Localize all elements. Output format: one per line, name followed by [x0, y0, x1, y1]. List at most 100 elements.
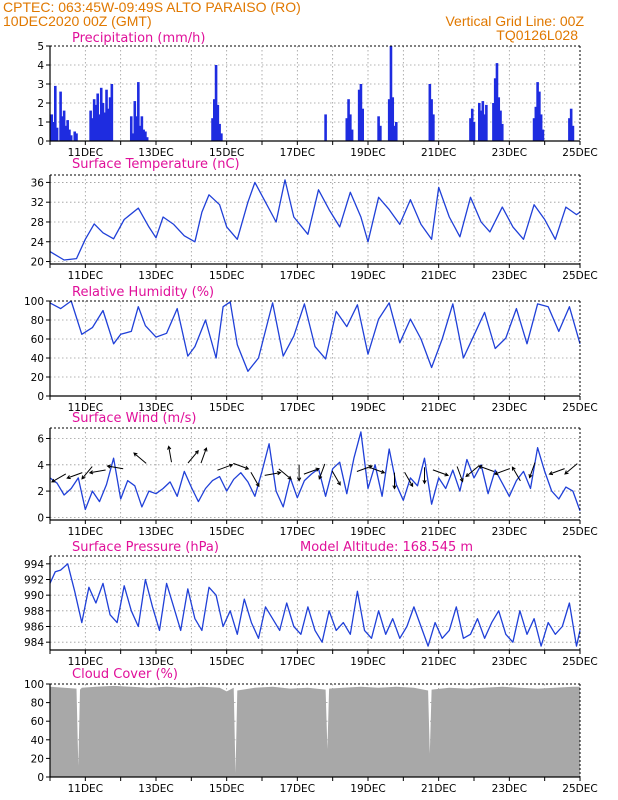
precip-bar	[391, 97, 395, 141]
precip-bar	[220, 133, 223, 141]
wind-arrow	[88, 469, 106, 475]
y-tick-label: 20	[31, 372, 44, 384]
precip-bar	[472, 122, 476, 141]
panel-4: 984 986 988 990 992 994 11DEC 13DEC 15DEC 17DEC 19…	[24, 540, 598, 668]
x-tick-label: 15DEC	[209, 270, 244, 282]
x-tick-label: 13DEC	[138, 526, 173, 538]
header-location: CPTEC: 063:45W-09:49S ALTO PARAISO (RO)	[3, 0, 301, 15]
precip-bar	[137, 82, 140, 141]
wind-arrow	[200, 447, 208, 464]
precip-bar	[379, 125, 382, 141]
y-tick-label: 24	[31, 237, 45, 249]
precip-bar	[75, 133, 78, 141]
y-tick-label: 60	[31, 716, 44, 728]
y-tick-label: 100	[24, 296, 44, 308]
series-line	[49, 563, 581, 647]
wind-arrow	[106, 464, 124, 470]
precip-bar	[92, 99, 96, 141]
y-tick-label: 990	[24, 590, 44, 602]
precip-bar	[133, 101, 137, 141]
wind-arrow	[465, 465, 479, 478]
panel-title: Cloud Cover (%)	[72, 667, 178, 682]
wind-arrow	[66, 472, 83, 480]
y-tick-label: 0	[37, 512, 44, 524]
x-tick-label: 15DEC	[209, 402, 244, 414]
wind-arrow	[318, 463, 326, 480]
y-tick-label: 986	[24, 622, 44, 634]
precip-bar	[91, 118, 94, 141]
precip-bar	[144, 131, 147, 141]
header-run-id: TQ0126L028	[496, 27, 578, 43]
precip-bar	[430, 99, 433, 141]
x-tick-label: 15DEC	[209, 526, 244, 538]
precip-bar	[497, 97, 501, 141]
wind-arrow	[331, 470, 341, 486]
x-tick-label: 25DEC	[562, 147, 597, 159]
precip-bar	[129, 116, 133, 141]
x-tick-label: 21DEC	[421, 147, 456, 159]
precip-bar	[387, 99, 391, 141]
wind-arrow	[564, 463, 578, 475]
precip-bar	[103, 112, 107, 141]
precip-bar	[138, 125, 142, 141]
y-tick-label: 40	[31, 735, 44, 747]
wind-arrow	[264, 471, 282, 476]
x-tick-label: 23DEC	[492, 270, 527, 282]
precip-bar	[96, 93, 99, 141]
precip-bar	[500, 123, 504, 141]
x-tick-label: 25DEC	[562, 270, 597, 282]
x-tick-label: 21DEC	[421, 783, 456, 795]
precip-bar	[345, 118, 349, 141]
precip-bar	[98, 114, 101, 141]
y-tick-label: 988	[24, 606, 44, 618]
precip-bar	[499, 110, 502, 141]
y-tick-label: 32	[31, 197, 44, 209]
y-tick-label: 1	[37, 117, 44, 129]
y-tick-label: 36	[31, 177, 45, 189]
precip-bar	[73, 131, 77, 141]
x-tick-label: 11DEC	[68, 656, 103, 668]
y-tick-label: 80	[31, 698, 44, 710]
precip-bar	[347, 99, 350, 141]
wind-arrow	[369, 466, 386, 474]
x-tick-label: 17DEC	[280, 526, 315, 538]
y-tick-label: 60	[31, 334, 44, 346]
x-tick-label: 19DEC	[350, 656, 385, 668]
wind-arrow	[233, 462, 250, 470]
wind-arrow	[51, 473, 67, 483]
precip-bar	[350, 129, 354, 141]
panel-annotation: Model Altitude: 168.545 m	[300, 540, 473, 555]
precip-bar	[483, 114, 486, 141]
precip-bar	[140, 116, 144, 141]
wind-arrow	[167, 445, 172, 463]
x-tick-label: 17DEC	[280, 656, 315, 668]
y-tick-label: 5	[37, 41, 44, 53]
x-tick-label: 11DEC	[68, 402, 103, 414]
y-tick-label: 2	[37, 98, 44, 110]
x-tick-label: 19DEC	[350, 402, 385, 414]
wind-arrow	[477, 465, 495, 472]
x-tick-label: 25DEC	[562, 783, 597, 795]
x-tick-label: 17DEC	[280, 783, 315, 795]
precip-bar	[110, 84, 114, 141]
precip-bar	[493, 78, 497, 141]
x-tick-label: 21DEC	[421, 270, 456, 282]
panel-title: Surface Temperature (nC)	[72, 157, 240, 172]
wind-arrow	[511, 466, 521, 482]
precip-bar	[108, 97, 112, 141]
series-line	[49, 179, 581, 261]
precip-bar	[64, 125, 68, 141]
precip-bar	[50, 114, 54, 141]
x-tick-label: 11DEC	[68, 526, 103, 538]
wind-arrow	[303, 467, 320, 475]
precip-bar	[569, 108, 573, 141]
y-tick-label: 3	[37, 79, 44, 91]
panel-3: 0 2 4 6 11DEC 13DEC 15DEC 17DEC 19DEC 21DEC 23DEC 2…	[37, 411, 597, 538]
wind-arrow	[187, 449, 199, 464]
wind-arrow	[456, 466, 464, 483]
header-grid-note: Vertical Grid Line: 00Z	[445, 13, 584, 29]
x-tick-label: 13DEC	[138, 656, 173, 668]
precip-bar	[214, 65, 218, 141]
x-tick-label: 23DEC	[492, 402, 527, 414]
